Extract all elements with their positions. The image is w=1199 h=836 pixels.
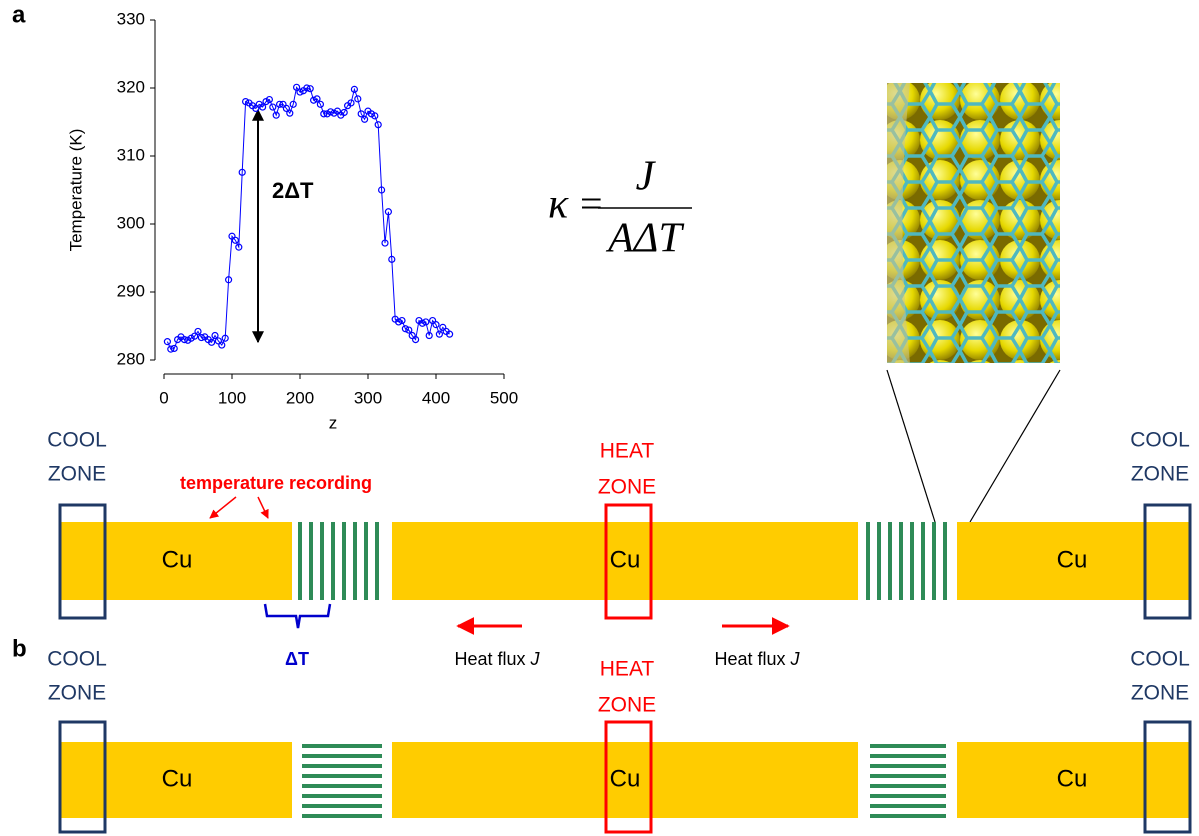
y-tick-label: 290	[117, 281, 145, 300]
cu-label: Cu	[162, 765, 193, 792]
stripe	[302, 784, 382, 788]
formula-numerator: J	[636, 154, 657, 200]
y-tick-label: 280	[117, 349, 145, 368]
zoom-line	[970, 370, 1060, 522]
x-tick-label: 500	[490, 388, 518, 407]
stripe	[302, 814, 382, 818]
heat-flux-label: Heat flux J	[714, 649, 800, 669]
stripe	[932, 522, 936, 600]
page: a b 280 290 300 310 320 330 0 100 200 300 400 500 z Tem…	[0, 0, 1199, 836]
data-line	[167, 87, 449, 349]
arrow	[210, 497, 236, 518]
stripe	[870, 744, 946, 748]
cool-zone-label: ZONE	[48, 463, 106, 486]
stripe	[342, 522, 346, 600]
cool-zone-label: COOL	[47, 429, 107, 452]
stripe	[888, 522, 892, 600]
stripe	[870, 814, 946, 818]
formula-denominator: AΔT	[605, 216, 684, 262]
heat-flux-text: Heat flux	[454, 649, 525, 669]
heat-flux-label: Heat flux J	[454, 649, 540, 669]
stripe	[866, 522, 870, 600]
stripe	[302, 794, 382, 798]
stripe	[870, 794, 946, 798]
cu-label: Cu	[1057, 546, 1088, 573]
arrow	[258, 497, 268, 518]
nanotube-image	[887, 83, 1060, 363]
annotation: 2ΔT	[272, 178, 314, 203]
stripe	[302, 744, 382, 748]
brace	[265, 604, 330, 628]
stripe	[353, 522, 357, 600]
x-tick-label: 300	[354, 388, 382, 407]
formula-equals: =	[580, 181, 603, 226]
cu-label: Cu	[610, 765, 641, 792]
stripe	[870, 784, 946, 788]
cool-zone-label: COOL	[1130, 648, 1190, 671]
x-tick-label: 200	[286, 388, 314, 407]
zoom-line	[887, 370, 935, 522]
stripe	[302, 774, 382, 778]
stripe	[870, 764, 946, 768]
heat-zone-label: HEAT	[600, 658, 655, 681]
stripe	[320, 522, 324, 600]
heat-flux-text: Heat flux	[714, 649, 785, 669]
y-axis-label: Temperature (K)	[66, 129, 85, 252]
stripe	[877, 522, 881, 600]
cool-zone-label: COOL	[1130, 429, 1190, 452]
stripe	[910, 522, 914, 600]
x-tick-label: 100	[218, 388, 246, 407]
stripe	[302, 764, 382, 768]
delta-t: ΔT	[285, 649, 309, 669]
panel-label: a	[12, 1, 26, 28]
stripe	[331, 522, 335, 600]
formula-lhs: κ	[548, 182, 569, 228]
stripe	[899, 522, 903, 600]
temperature-recording: temperature recording	[180, 473, 372, 493]
stripe	[302, 804, 382, 808]
cool-zone-label: ZONE	[1131, 682, 1189, 705]
y-tick-label: 320	[117, 77, 145, 96]
cu-label: Cu	[1057, 765, 1088, 792]
figure: a b 280 290 300 310 320 330 0 100 200 300 400 500 z Tem…	[0, 0, 1199, 836]
stripe	[375, 522, 379, 600]
heat-zone-label: ZONE	[598, 476, 656, 499]
heat-flux-symbol: J	[790, 649, 801, 669]
stripe	[302, 754, 382, 758]
stripe	[309, 522, 313, 600]
panel-label: b	[12, 635, 27, 662]
cool-zone-label: ZONE	[1131, 463, 1189, 486]
x-tick-label: 0	[159, 388, 168, 407]
cu-label: Cu	[162, 546, 193, 573]
stripe	[943, 522, 947, 600]
cool-zone-label: COOL	[47, 648, 107, 671]
heat-flux-symbol: J	[530, 649, 541, 669]
stripe	[870, 754, 946, 758]
stripe	[870, 804, 946, 808]
x-tick-label: 400	[422, 388, 450, 407]
x-axis-label: z	[329, 413, 338, 432]
cu-label: Cu	[610, 546, 641, 573]
heat-zone-label: ZONE	[598, 694, 656, 717]
heat-zone-label: HEAT	[600, 440, 655, 463]
stripe	[298, 522, 302, 600]
y-tick-label: 330	[117, 9, 145, 28]
y-tick-label: 300	[117, 213, 145, 232]
stripe	[870, 774, 946, 778]
stripe	[921, 522, 925, 600]
y-tick-label: 310	[117, 145, 145, 164]
stripe	[364, 522, 368, 600]
cool-zone-label: ZONE	[48, 682, 106, 705]
